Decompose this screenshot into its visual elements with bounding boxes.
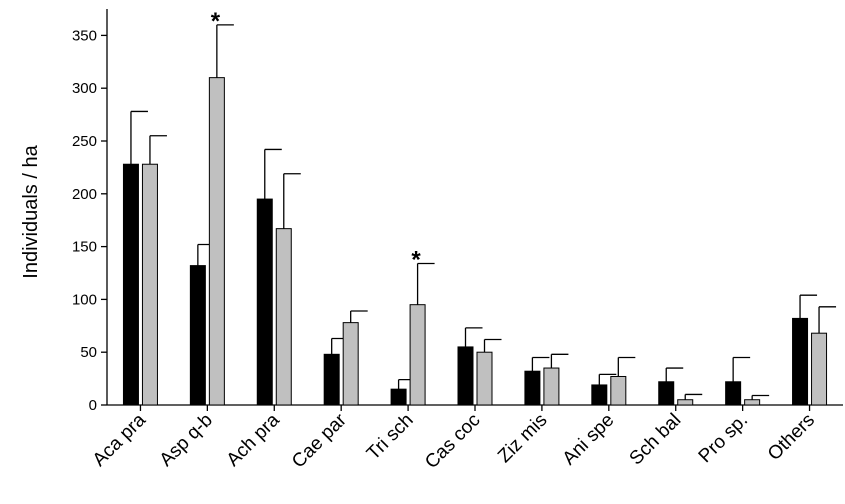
x-tick-label: Ach pra bbox=[223, 409, 284, 470]
x-tick-label: Pro sp. bbox=[695, 410, 752, 467]
y-axis-title: Individuals / ha bbox=[20, 144, 42, 278]
y-tick-label: 50 bbox=[80, 344, 97, 361]
y-tick-label: 100 bbox=[72, 291, 97, 308]
x-tick-label: Asp q-b bbox=[156, 410, 217, 471]
x-tick-label: Others bbox=[764, 410, 819, 465]
x-axis: Aca pra Asp q-b Ach pra Cae par Tri sch Cas c… bbox=[89, 404, 843, 473]
bar-series-2 bbox=[208, 77, 225, 406]
bar-series-2 bbox=[811, 332, 828, 406]
y-tick-label: 200 bbox=[72, 186, 97, 203]
bars bbox=[122, 24, 837, 406]
bar-series-2 bbox=[275, 228, 292, 406]
x-tick-label: Cae par bbox=[288, 409, 351, 472]
y-tick-label: 250 bbox=[72, 133, 97, 150]
bar-series-2 bbox=[342, 322, 359, 406]
bar-series-1 bbox=[658, 381, 675, 406]
x-tick-label: Aca pra bbox=[89, 409, 150, 470]
y-tick-label: 350 bbox=[72, 27, 97, 44]
bar-series-1 bbox=[725, 381, 742, 406]
bar-series-1 bbox=[591, 384, 608, 406]
bar-series-1 bbox=[524, 370, 541, 406]
bar-series-1 bbox=[323, 353, 340, 406]
bar-series-2 bbox=[476, 351, 493, 406]
y-tick-label: 300 bbox=[72, 80, 97, 97]
x-tick-label: Tri sch bbox=[363, 410, 418, 465]
x-tick-label: Cas coc bbox=[421, 410, 484, 473]
y-axis: 0 50 100 150 200 250 300 350 bbox=[72, 9, 108, 414]
significance-marker: * bbox=[211, 8, 221, 35]
bar-series-1 bbox=[122, 163, 139, 406]
bar-series-1 bbox=[390, 388, 407, 406]
significance-marker: * bbox=[411, 246, 421, 273]
bar-series-2 bbox=[409, 304, 426, 406]
x-tick-label: Ziz mis bbox=[494, 410, 551, 467]
bar-series-2 bbox=[543, 367, 560, 406]
x-tick-label: Ani spe bbox=[559, 410, 619, 470]
bar-series-2 bbox=[677, 399, 694, 406]
annotations: ** bbox=[211, 8, 422, 274]
bar-series-2 bbox=[744, 399, 761, 406]
y-tick-label: 150 bbox=[72, 239, 97, 256]
y-tick-label: 0 bbox=[89, 397, 97, 414]
bar-series-1 bbox=[256, 198, 273, 406]
bar-series-2 bbox=[141, 163, 158, 406]
bar-series-1 bbox=[457, 346, 474, 406]
bar-series-1 bbox=[189, 265, 206, 406]
x-tick-label: Sch bal bbox=[626, 410, 686, 470]
bar-series-1 bbox=[792, 317, 809, 406]
bar-series-2 bbox=[610, 375, 627, 406]
